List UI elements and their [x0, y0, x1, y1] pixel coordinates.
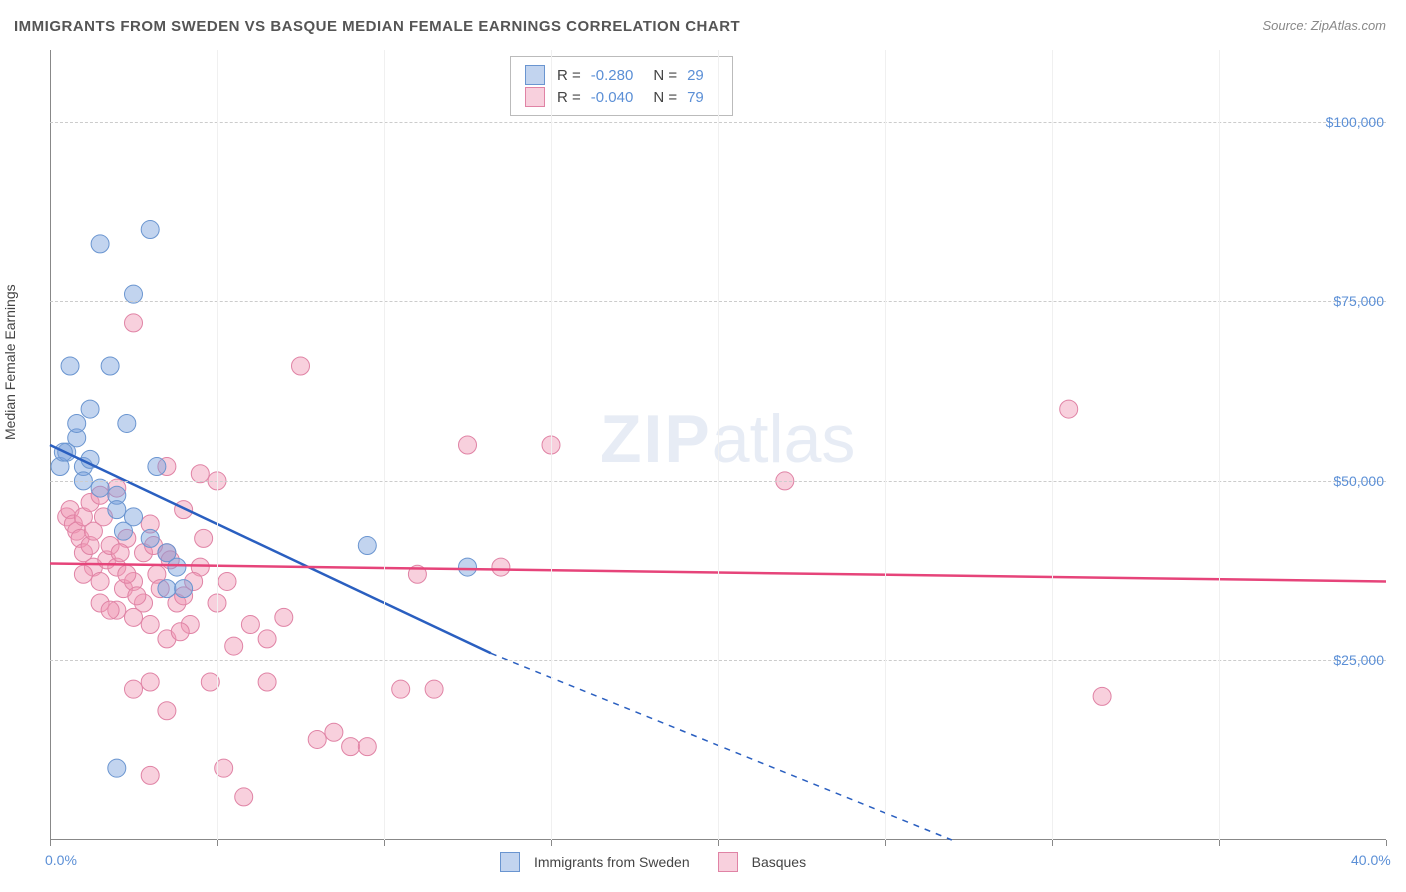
legend-item-basques: Basques — [718, 852, 806, 872]
data-point-sweden — [459, 558, 477, 576]
x-tick — [50, 840, 51, 846]
legend-label-basques: Basques — [752, 854, 806, 870]
data-point-basques — [258, 673, 276, 691]
data-point-sweden — [158, 580, 176, 598]
y-tick-label: $50,000 — [1333, 473, 1384, 489]
data-point-basques — [91, 572, 109, 590]
data-point-sweden — [141, 221, 159, 239]
gridline-v — [551, 50, 552, 840]
gridline-v — [1219, 50, 1220, 840]
x-tick — [217, 840, 218, 846]
data-point-basques — [175, 501, 193, 519]
legend-swatch-basques-b — [718, 852, 738, 872]
gridline-v — [217, 50, 218, 840]
data-point-sweden — [101, 357, 119, 375]
x-tick — [384, 840, 385, 846]
data-point-basques — [171, 623, 189, 641]
x-tick — [551, 840, 552, 846]
gridline-v — [384, 50, 385, 840]
legend-swatch-sweden-b — [500, 852, 520, 872]
data-point-sweden — [175, 580, 193, 598]
data-point-basques — [492, 558, 510, 576]
data-point-basques — [125, 680, 143, 698]
data-point-sweden — [358, 537, 376, 555]
x-tick-label-min: 0.0% — [45, 852, 77, 868]
data-point-basques — [74, 565, 92, 583]
data-point-basques — [358, 738, 376, 756]
data-point-sweden — [61, 357, 79, 375]
data-point-basques — [459, 436, 477, 454]
data-point-basques — [158, 702, 176, 720]
data-point-sweden — [141, 529, 159, 547]
r-value-sweden: -0.280 — [591, 67, 634, 84]
data-point-basques — [101, 601, 119, 619]
n-value-basques: 79 — [687, 89, 704, 106]
data-point-sweden — [114, 522, 132, 540]
y-axis-label: Median Female Earnings — [2, 284, 18, 440]
y-tick-label: $25,000 — [1333, 652, 1384, 668]
legend-row-sweden: R = -0.280 N = 29 — [525, 65, 718, 85]
source-label: Source: ZipAtlas.com — [1262, 18, 1386, 33]
x-tick — [885, 840, 886, 846]
x-tick-label-max: 40.0% — [1351, 852, 1391, 868]
data-point-basques — [325, 723, 343, 741]
gridline-v — [718, 50, 719, 840]
data-point-basques — [225, 637, 243, 655]
legend-swatch-sweden — [525, 65, 545, 85]
data-point-basques — [392, 680, 410, 698]
data-point-basques — [141, 766, 159, 784]
x-tick — [1052, 840, 1053, 846]
gridline-v — [1052, 50, 1053, 840]
data-point-basques — [241, 616, 259, 634]
data-point-basques — [258, 630, 276, 648]
chart-title: IMMIGRANTS FROM SWEDEN VS BASQUE MEDIAN … — [14, 18, 740, 35]
data-point-sweden — [108, 501, 126, 519]
data-point-sweden — [118, 414, 136, 432]
data-point-basques — [308, 730, 326, 748]
legend-series: Immigrants from Sweden Basques — [500, 852, 806, 872]
data-point-basques — [425, 680, 443, 698]
data-point-basques — [218, 572, 236, 590]
data-point-sweden — [148, 458, 166, 476]
legend-item-sweden: Immigrants from Sweden — [500, 852, 690, 872]
data-point-basques — [342, 738, 360, 756]
data-point-sweden — [68, 414, 86, 432]
r-label: R = — [557, 67, 581, 84]
r-label: R = — [557, 89, 581, 106]
data-point-basques — [125, 314, 143, 332]
y-tick-label: $75,000 — [1333, 293, 1384, 309]
data-point-basques — [118, 565, 136, 583]
legend-correlation: R = -0.280 N = 29 R = -0.040 N = 79 — [510, 56, 733, 116]
data-point-basques — [1060, 400, 1078, 418]
legend-row-basques: R = -0.040 N = 79 — [525, 87, 718, 107]
data-point-basques — [141, 673, 159, 691]
legend-label-sweden: Immigrants from Sweden — [534, 854, 690, 870]
legend-swatch-basques — [525, 87, 545, 107]
gridline-v — [885, 50, 886, 840]
data-point-basques — [1093, 687, 1111, 705]
data-point-basques — [141, 616, 159, 634]
x-tick — [1219, 840, 1220, 846]
data-point-sweden — [168, 558, 186, 576]
n-value-sweden: 29 — [687, 67, 704, 84]
data-point-basques — [275, 608, 293, 626]
x-tick — [718, 840, 719, 846]
n-label: N = — [653, 67, 677, 84]
data-point-sweden — [81, 400, 99, 418]
data-point-sweden — [108, 759, 126, 777]
data-point-basques — [195, 529, 213, 547]
data-point-basques — [111, 544, 129, 562]
r-value-basques: -0.040 — [591, 89, 634, 106]
data-point-basques — [292, 357, 310, 375]
data-point-sweden — [91, 235, 109, 253]
data-point-basques — [128, 587, 146, 605]
data-point-basques — [235, 788, 253, 806]
regression-extrapolation-sweden — [491, 653, 952, 840]
y-tick-label: $100,000 — [1326, 114, 1384, 130]
n-label: N = — [653, 89, 677, 106]
x-tick — [1386, 840, 1387, 846]
